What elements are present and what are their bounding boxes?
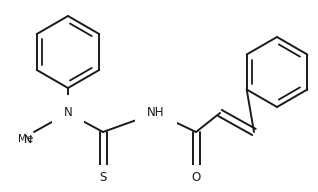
- Text: N: N: [24, 135, 32, 145]
- Text: N: N: [64, 107, 73, 119]
- Text: O: O: [191, 171, 201, 184]
- Text: NH: NH: [147, 107, 165, 119]
- Text: S: S: [99, 171, 107, 184]
- Text: Me: Me: [18, 134, 33, 144]
